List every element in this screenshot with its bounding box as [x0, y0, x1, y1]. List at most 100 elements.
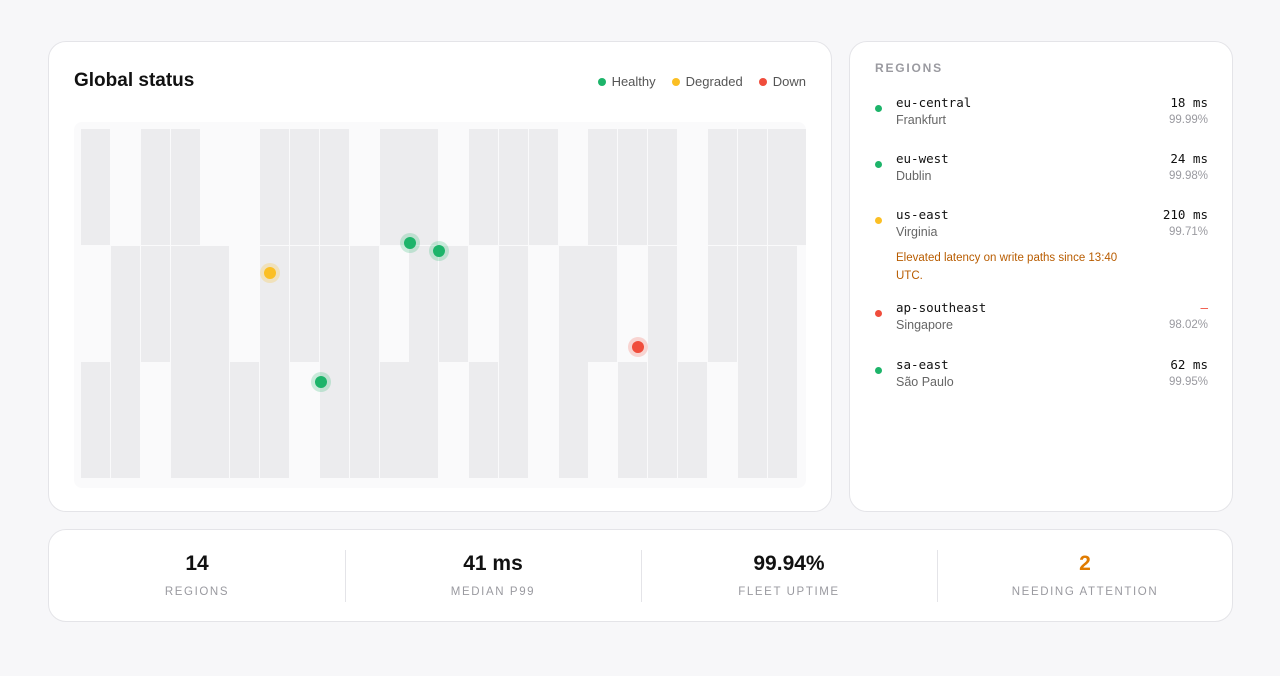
map-tile: [588, 245, 618, 362]
map-tile: [618, 129, 648, 245]
stat-value: 14: [185, 552, 209, 575]
map-tile: [648, 245, 678, 362]
divider: [641, 550, 642, 602]
legend-healthy: Healthy: [597, 74, 656, 89]
region-uptime: 99.98%: [1168, 170, 1208, 182]
map-tile: [289, 245, 319, 362]
map-tile: [260, 129, 290, 245]
region-marker-degraded[interactable]: [264, 267, 276, 279]
map-tile: [528, 129, 558, 245]
map-tile: [379, 362, 409, 478]
map-tile: [349, 245, 379, 362]
region-city: São Paulo: [896, 375, 954, 389]
map-tile: [767, 362, 797, 478]
map-tile: [289, 129, 319, 245]
status-dot-icon: [875, 105, 882, 112]
map-tile: [498, 129, 528, 245]
map-tile: [260, 362, 290, 478]
region-marker-healthy[interactable]: [404, 237, 416, 249]
map-tile: [767, 245, 797, 362]
map-tile: [498, 362, 528, 478]
region-uptime: 98.02%: [1168, 319, 1208, 331]
region-uptime: 99.99%: [1168, 114, 1208, 126]
status-dot-icon: [875, 310, 882, 317]
stat-value: 2: [1079, 552, 1091, 575]
stat-label: NEEDING ATTENTION: [1011, 586, 1159, 598]
map-tile: [260, 245, 290, 362]
map-legend: Healthy Degraded Down: [597, 74, 806, 89]
region-marker-healthy[interactable]: [315, 376, 327, 388]
region-city: Dublin: [896, 169, 932, 183]
stat-median-p99: 41 ms MEDIAN P99: [345, 530, 641, 623]
map-title: Global status: [74, 70, 195, 91]
region-latency: 18 ms: [1170, 95, 1208, 110]
legend-down: Down: [758, 74, 806, 89]
world-map: [74, 122, 806, 488]
legend-degraded: Degraded: [671, 74, 743, 89]
region-code: eu-west: [896, 151, 949, 166]
region-city: Singapore: [896, 318, 953, 332]
map-tile: [737, 129, 767, 245]
divider: [345, 550, 346, 602]
map-tile: [140, 129, 170, 245]
map-tile: [737, 245, 767, 362]
map-tile: [648, 362, 678, 478]
region-marker-healthy[interactable]: [433, 245, 445, 257]
stat-regions: 14 REGIONS: [49, 530, 345, 623]
region-code: ap-southeast: [896, 300, 987, 315]
map-tile: [170, 362, 200, 478]
map-tile: [707, 129, 737, 245]
map-tile: [648, 129, 678, 245]
region-latency: —: [1200, 300, 1208, 315]
stat-label: MEDIAN P99: [450, 586, 536, 598]
stat-needing-attention: 2 NEEDING ATTENTION: [937, 530, 1233, 623]
region-uptime: 99.95%: [1168, 376, 1208, 388]
map-tile: [379, 129, 409, 245]
status-dot-icon: [875, 161, 882, 168]
healthy-dot-icon: [597, 77, 606, 86]
region-code: eu-central: [896, 95, 972, 110]
map-tile: [200, 245, 230, 362]
map-tile: [140, 245, 170, 362]
map-tile: [797, 129, 806, 245]
divider: [937, 550, 938, 602]
map-tile: [200, 362, 230, 478]
map-tile: [230, 362, 260, 478]
map-tile: [81, 362, 110, 478]
region-latency: 210 ms: [1162, 207, 1208, 222]
stat-value: 41 ms: [463, 552, 523, 575]
map-tile: [498, 245, 528, 362]
summary-stats-bar: 14 REGIONS 41 ms MEDIAN P99 99.94% FLEET…: [48, 529, 1233, 622]
down-dot-icon: [758, 77, 767, 86]
map-tile: [409, 129, 439, 245]
map-tile: [558, 245, 588, 362]
map-tile: [349, 362, 379, 478]
stat-value: 99.94%: [753, 552, 825, 575]
status-dot-icon: [875, 217, 882, 224]
map-tile: [618, 362, 648, 478]
global-status-card: Global status Healthy Degraded Down: [48, 41, 832, 512]
map-tile: [469, 362, 499, 478]
regions-panel: REGIONS eu-central Frankfurt 18 ms 99.99…: [849, 41, 1233, 512]
region-incident-note: Elevated latency on write paths since 13…: [896, 252, 1118, 282]
region-uptime: 99.71%: [1168, 226, 1208, 238]
region-city: Virginia: [896, 225, 938, 239]
stat-label: FLEET UPTIME: [738, 586, 840, 598]
region-marker-down[interactable]: [632, 341, 644, 353]
map-tile: [707, 245, 737, 362]
map-tile: [409, 245, 439, 362]
status-dot-icon: [875, 367, 882, 374]
regions-heading: REGIONS: [875, 61, 943, 75]
map-tile: [737, 362, 767, 478]
legend-label: Down: [772, 74, 806, 89]
region-latency: 62 ms: [1170, 357, 1208, 372]
stat-label: REGIONS: [164, 586, 230, 598]
map-tile: [469, 129, 499, 245]
region-latency: 24 ms: [1170, 151, 1208, 166]
stat-fleet-uptime: 99.94% FLEET UPTIME: [641, 530, 937, 623]
map-tile: [439, 245, 469, 362]
region-code: us-east: [896, 207, 949, 222]
region-city: Frankfurt: [896, 113, 947, 127]
map-tile: [678, 362, 707, 478]
map-tile: [588, 129, 618, 245]
